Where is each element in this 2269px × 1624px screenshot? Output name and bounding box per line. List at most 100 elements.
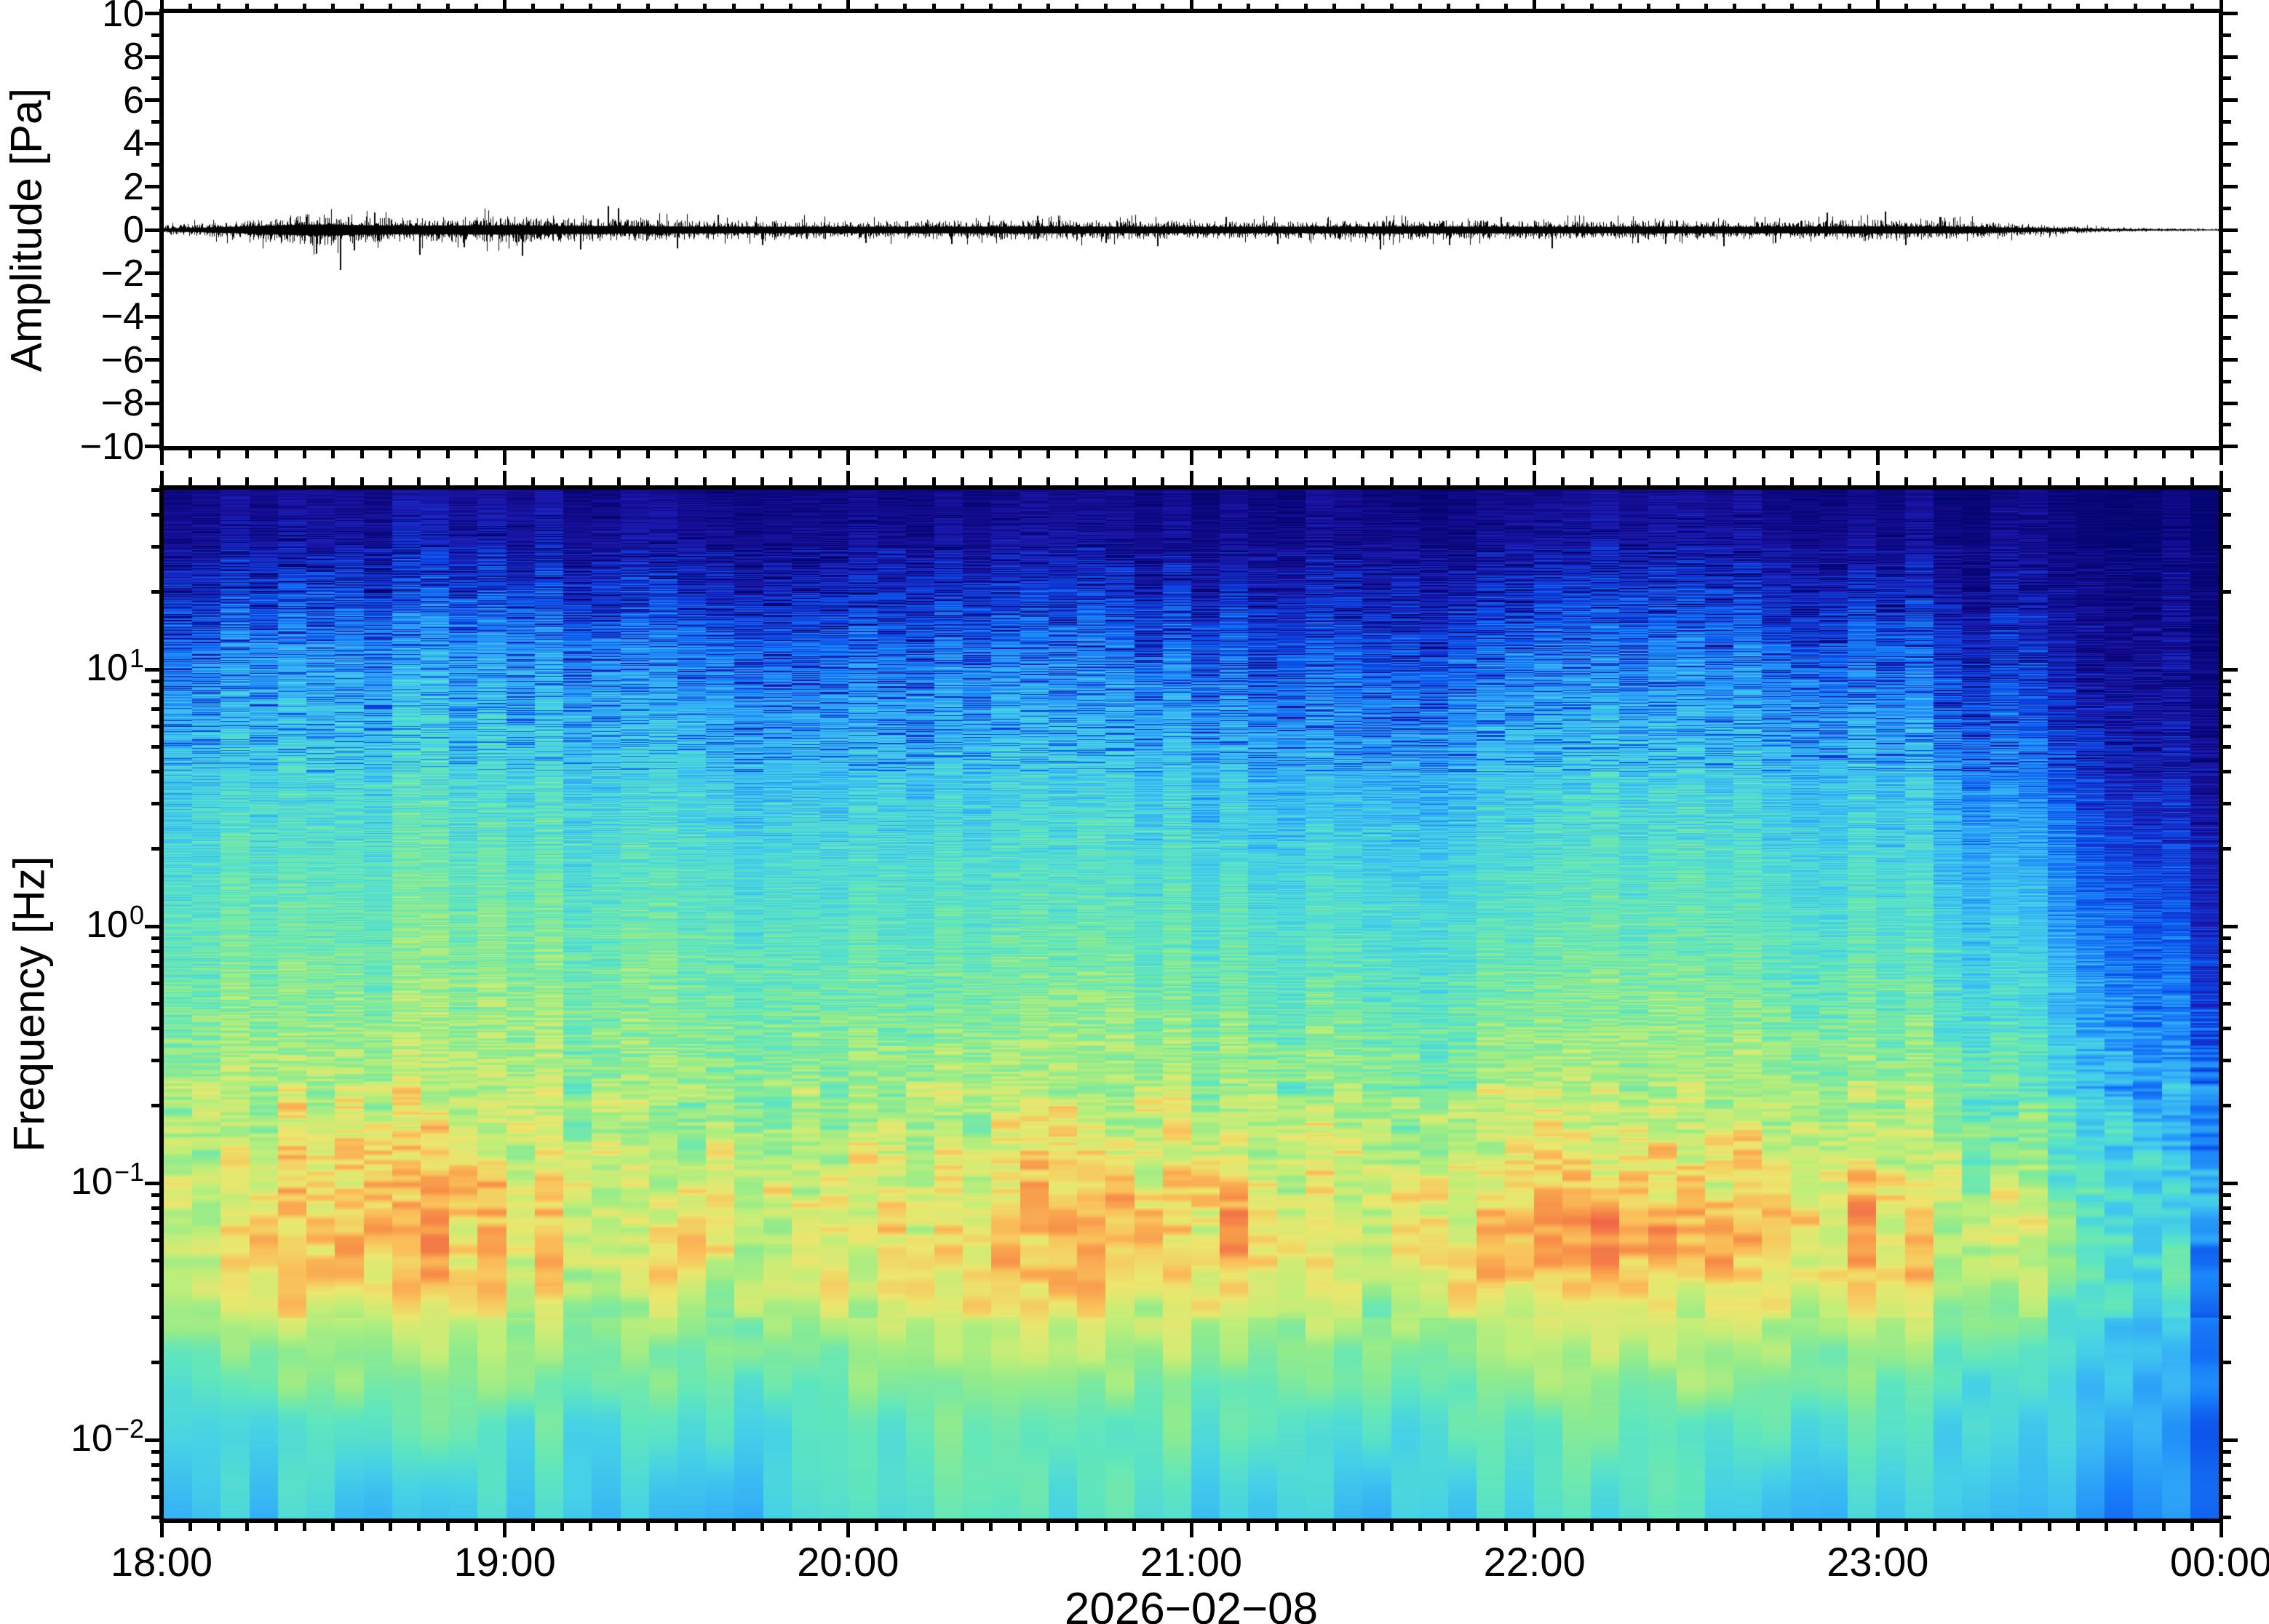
time-tick-top [1303,4,1308,9]
frequency-minor-tick-left [151,1193,159,1197]
time-tick-toppanel-bottom [560,450,564,458]
frequency-minor-tick-left [151,1494,159,1499]
frequency-minor-tick-right [2223,1238,2231,1242]
time-tick-bottom [1132,1523,1136,1531]
amplitude-tick-label: 10 [102,0,144,35]
amplitude-tick-left [151,336,159,341]
amplitude-tick-left [151,250,159,254]
time-tick-specpanel-top [1447,477,1451,485]
time-tick-specpanel-top [1189,471,1193,485]
time-tick-top [1017,4,1022,9]
frequency-minor-tick-left [151,487,159,492]
time-tick-toppanel-bottom [1161,450,1165,458]
time-tick-specpanel-top [531,477,536,485]
time-tick-top [445,4,450,9]
time-tick-label: 00:00 [2169,1539,2269,1585]
frequency-minor-tick-right [2223,1206,2231,1210]
time-tick-specpanel-top [1332,477,1337,485]
amplitude-tick-left [145,401,159,405]
time-tick-toppanel-bottom [1103,450,1108,458]
time-tick-bottom [1904,1523,1909,1531]
frequency-minor-tick-right [2223,1059,2231,1063]
time-tick-bottom [1990,1523,1995,1531]
time-tick-specpanel-top [817,477,822,485]
time-tick-toppanel-bottom [1618,450,1623,458]
time-tick-top [2133,4,2137,9]
time-tick-top [359,4,364,9]
time-tick-bottom [846,1523,850,1537]
time-tick-toppanel-bottom [2219,450,2223,465]
time-tick-toppanel-bottom [1589,450,1594,458]
time-tick-top [675,4,678,9]
time-tick-toppanel-bottom [1275,450,1279,458]
time-tick-bottom [989,1523,993,1531]
frequency-minor-tick-left [151,1221,159,1225]
time-tick-top [159,0,164,9]
frequency-minor-tick-right [2223,1026,2231,1030]
time-tick-specpanel-top [1361,477,1365,485]
x-axis-date-label: 2026−02−08 [1064,1584,1319,1624]
time-tick-bottom [417,1523,421,1531]
time-tick-bottom [1046,1523,1050,1531]
time-tick-specpanel-top [274,477,278,485]
time-tick-top [1475,4,1479,9]
time-tick-toppanel-bottom [846,450,850,465]
time-tick-top [703,4,707,9]
time-tick-bottom [789,1523,793,1531]
amplitude-tick-right [2223,98,2238,102]
time-tick-specpanel-top [1046,477,1050,485]
time-tick-specpanel-top [1618,477,1623,485]
time-tick-top [303,4,307,9]
time-tick-specpanel-top [1589,477,1594,485]
frequency-minor-tick-left [151,724,159,728]
time-tick-toppanel-bottom [388,450,392,458]
time-tick-specpanel-top [188,477,192,485]
time-tick-bottom [331,1523,335,1531]
amplitude-tick-label: −2 [100,252,144,295]
time-tick-top [1217,4,1222,9]
time-tick-toppanel-bottom [503,450,507,465]
time-tick-toppanel-bottom [1733,450,1737,458]
time-tick-toppanel-bottom [731,450,736,458]
time-tick-top [875,4,879,9]
time-tick-toppanel-bottom [1961,450,1966,458]
time-tick-toppanel-bottom [1418,450,1422,458]
time-tick-top [1990,4,1995,9]
time-tick-top [817,4,822,9]
time-tick-specpanel-top [217,477,221,485]
time-tick-toppanel-bottom [474,450,478,458]
time-tick-bottom [817,1523,822,1531]
time-tick-toppanel-bottom [817,450,822,458]
time-tick-top [1503,4,1508,9]
time-tick-toppanel-bottom [188,450,192,458]
time-tick-toppanel-bottom [159,450,164,465]
time-tick-bottom [2075,1523,2080,1531]
time-tick-bottom [1303,1523,1308,1531]
time-tick-bottom [961,1523,965,1531]
time-tick-bottom [1332,1523,1337,1531]
amplitude-tick-left [151,379,159,383]
time-tick-toppanel-bottom [1561,450,1565,458]
frequency-major-tick-left [145,1438,159,1442]
time-tick-specpanel-top [703,477,707,485]
frequency-minor-tick-right [2223,512,2231,517]
time-tick-top [1847,4,1851,9]
time-tick-top [1761,4,1765,9]
time-tick-label: 21:00 [1140,1539,1243,1585]
time-tick-toppanel-bottom [1503,450,1508,458]
time-tick-top [1189,0,1193,9]
time-tick-toppanel-bottom [1332,450,1337,458]
time-tick-toppanel-bottom [1475,450,1479,458]
frequency-major-tick-left [145,667,159,672]
time-tick-toppanel-bottom [445,450,450,458]
time-tick-bottom [1875,1523,1880,1537]
time-tick-specpanel-top [1990,477,1995,485]
frequency-minor-tick-left [151,1258,159,1262]
frequency-minor-tick-right [2223,1258,2231,1262]
time-tick-top [531,4,536,9]
time-tick-bottom [2219,1523,2223,1537]
time-tick-bottom [2133,1523,2137,1531]
time-tick-toppanel-bottom [961,450,965,458]
time-tick-toppanel-bottom [1647,450,1651,458]
time-tick-toppanel-bottom [1447,450,1451,458]
